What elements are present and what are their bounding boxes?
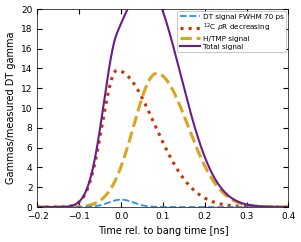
Line: Total signal: Total signal — [37, 0, 288, 207]
$^{12}$C $\rho$R decreasing — [79, 199, 83, 202]
$^{12}$C $\rho$R decreasing — [36, 205, 39, 208]
DT signal FWHM 70 ps — [119, 198, 123, 201]
H/TMP signal — [282, 205, 285, 208]
Line: H/TMP signal: H/TMP signal — [37, 73, 288, 207]
Legend: DT signal FWHM 70 ps, $^{12}$C $\rho$R decreasing, H/TMP signal, Total signal: DT signal FWHM 70 ps, $^{12}$C $\rho$R d… — [177, 11, 286, 52]
H/TMP signal — [79, 205, 83, 208]
DT signal FWHM 70 ps — [64, 205, 68, 208]
DT signal FWHM 70 ps — [36, 205, 39, 208]
Total signal — [255, 204, 258, 207]
H/TMP signal — [132, 124, 135, 127]
H/TMP signal — [155, 72, 158, 75]
H/TMP signal — [64, 205, 68, 208]
Total signal — [36, 205, 39, 208]
DT signal FWHM 70 ps — [79, 205, 83, 208]
$^{12}$C $\rho$R decreasing — [115, 69, 119, 72]
DT signal FWHM 70 ps — [143, 204, 146, 207]
H/TMP signal — [287, 205, 290, 208]
DT signal FWHM 70 ps — [287, 205, 290, 208]
Y-axis label: Gammas/measured DT gamma: Gammas/measured DT gamma — [5, 32, 16, 184]
Total signal — [282, 205, 285, 208]
Total signal — [287, 205, 290, 208]
H/TMP signal — [36, 205, 39, 208]
Total signal — [79, 198, 83, 201]
DT signal FWHM 70 ps — [132, 201, 135, 204]
DT signal FWHM 70 ps — [255, 205, 258, 208]
$^{12}$C $\rho$R decreasing — [64, 205, 68, 208]
$^{12}$C $\rho$R decreasing — [132, 82, 135, 85]
H/TMP signal — [255, 205, 258, 208]
Total signal — [64, 205, 68, 208]
Line: DT signal FWHM 70 ps: DT signal FWHM 70 ps — [37, 200, 288, 207]
$^{12}$C $\rho$R decreasing — [255, 205, 258, 208]
$^{12}$C $\rho$R decreasing — [282, 205, 285, 208]
X-axis label: Time rel. to bang time [ns]: Time rel. to bang time [ns] — [98, 227, 228, 236]
DT signal FWHM 70 ps — [282, 205, 285, 208]
H/TMP signal — [143, 89, 146, 92]
Line: $^{12}$C $\rho$R decreasing: $^{12}$C $\rho$R decreasing — [37, 70, 288, 207]
$^{12}$C $\rho$R decreasing — [287, 205, 290, 208]
$^{12}$C $\rho$R decreasing — [143, 101, 146, 104]
